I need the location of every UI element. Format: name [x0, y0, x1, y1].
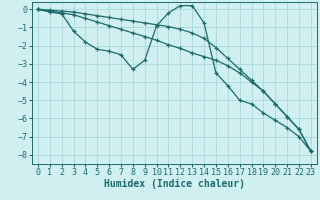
X-axis label: Humidex (Indice chaleur): Humidex (Indice chaleur)	[104, 179, 245, 189]
